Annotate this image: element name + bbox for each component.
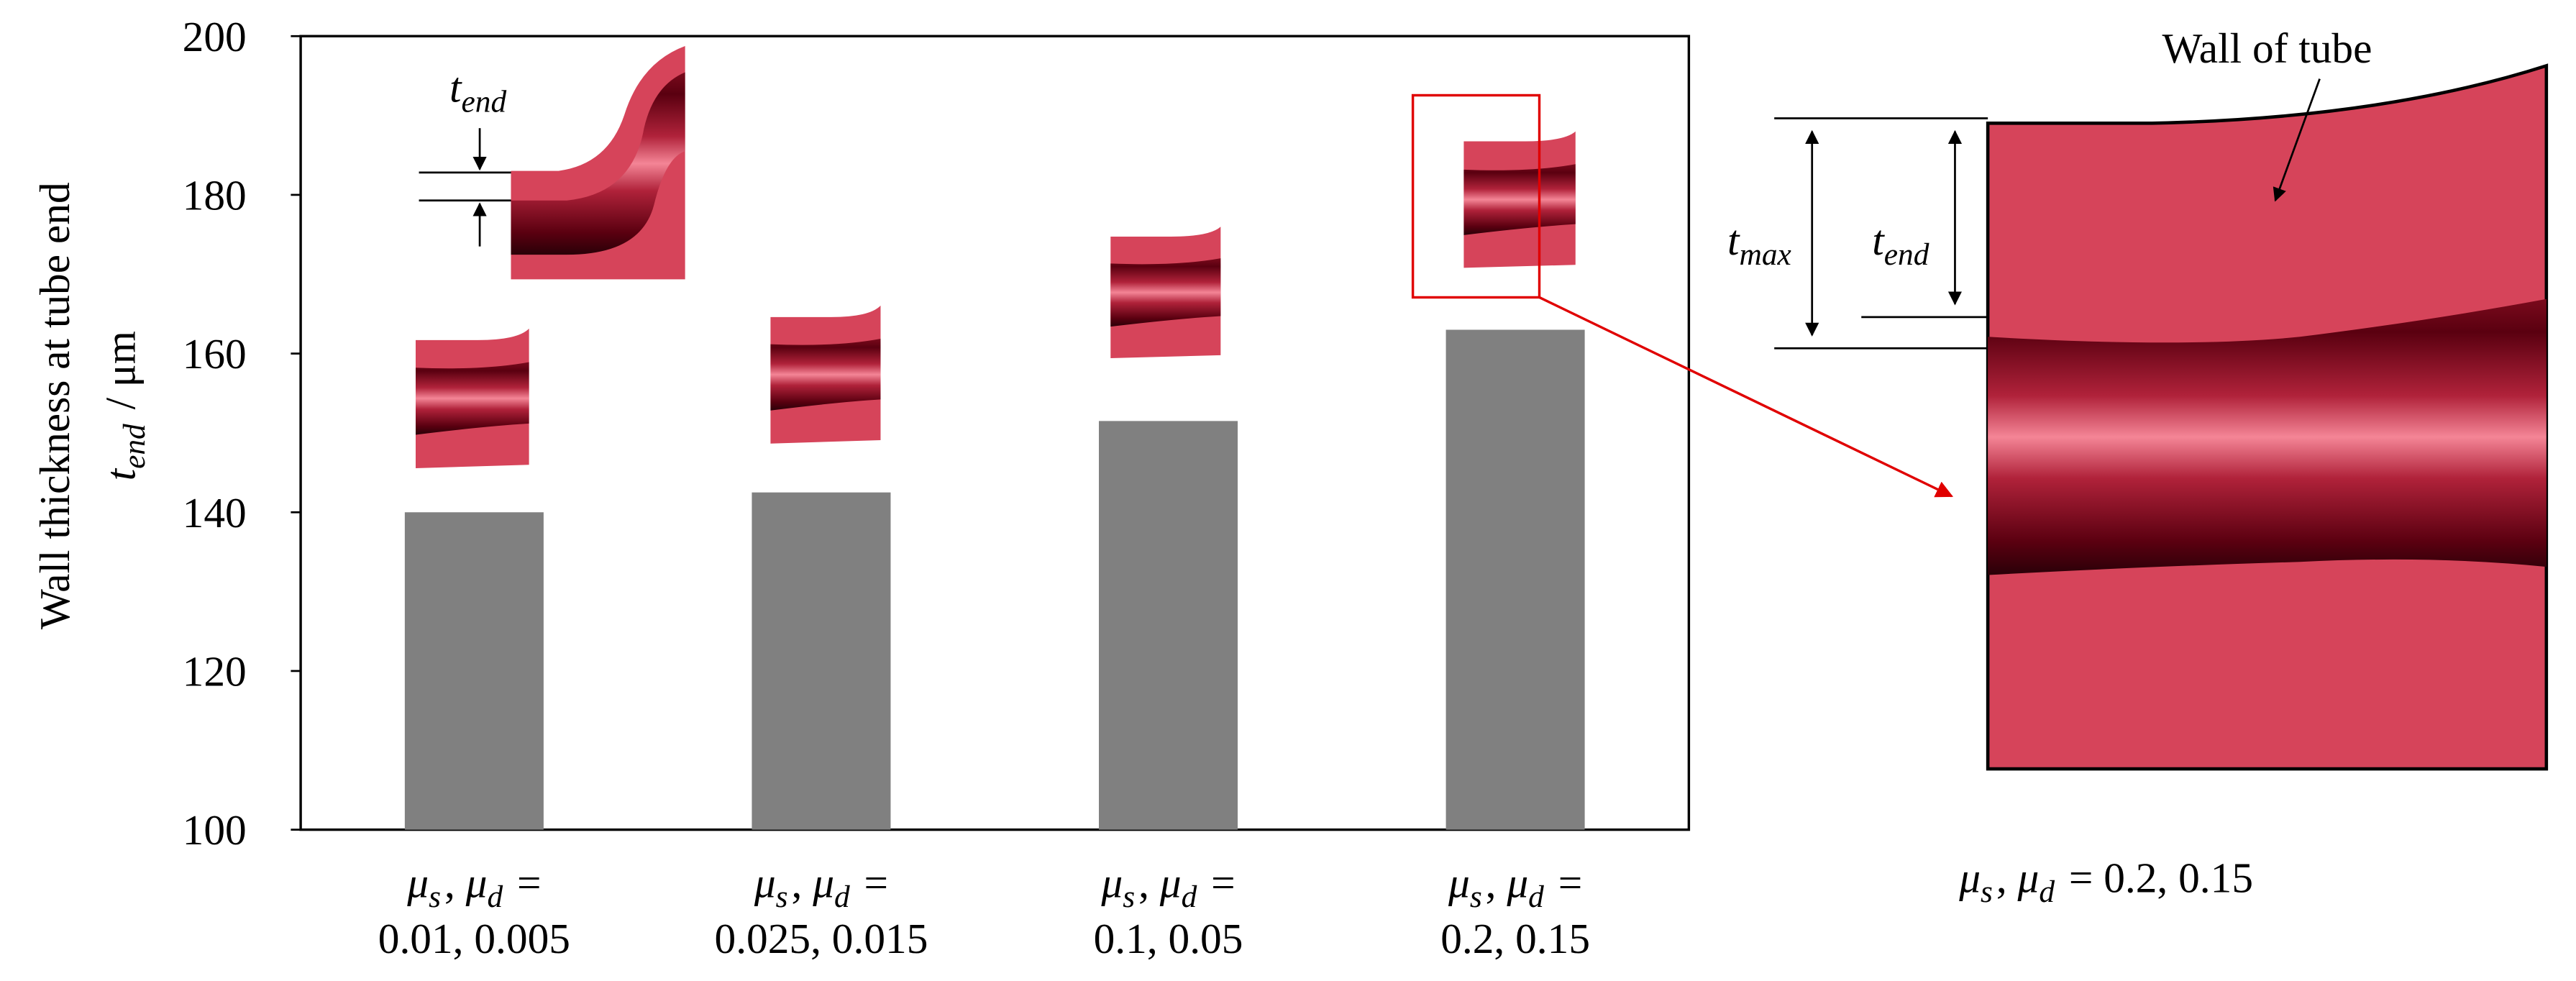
text-span: [1791, 216, 1795, 264]
text-span: s: [776, 880, 788, 914]
text-span: μ: [812, 859, 834, 906]
y-tick-label: 140: [183, 489, 247, 537]
t-end-label: tend: [1872, 216, 1932, 272]
insets: [415, 45, 1576, 469]
bar: [752, 492, 891, 830]
text-span: t: [96, 467, 144, 480]
text-span: [96, 420, 144, 424]
y-axis-label: Wall thickness at tube end: [31, 182, 78, 629]
text-span: ,: [792, 859, 813, 906]
text-span: [506, 64, 510, 111]
text-span: s: [429, 880, 441, 914]
y-tick-label: 120: [183, 647, 247, 695]
text-span: =: [854, 859, 888, 906]
text-span: d: [2039, 875, 2055, 909]
text-span: 0.2, 0.15: [1440, 915, 1590, 962]
text-span: [1929, 216, 1932, 264]
zoom-dimension: [1774, 78, 2321, 350]
text-span: μ: [1506, 859, 1528, 906]
highlight-box: [1411, 93, 1541, 299]
text-span: 0.025, 0.015: [715, 915, 928, 962]
x-tick-label: μs , μd = 0.025, 0.015: [715, 859, 928, 962]
text-span: end: [117, 424, 152, 469]
label-line: 0.025, 0.015: [715, 915, 928, 962]
inset-band: [1463, 164, 1576, 235]
x-tick-label: μs , μd = 0.01, 0.005: [378, 859, 570, 962]
inset-band: [415, 362, 529, 435]
inset-band: [511, 72, 685, 255]
wall-label: Wall of tube: [2162, 24, 2372, 72]
zoom-arrow: [1538, 296, 1954, 498]
text-span: d: [1182, 880, 1197, 914]
text-span: d: [834, 880, 850, 914]
text-span: max: [1740, 237, 1791, 272]
y-axis-label: tend / μm: [96, 331, 152, 480]
label-line: μs , μd =: [754, 859, 888, 914]
text-span: end: [1884, 237, 1929, 272]
label-line: μs , μd =: [406, 859, 541, 914]
text-span: ,: [444, 859, 466, 906]
t-max-label: tmax: [1727, 216, 1795, 272]
inset-band: [770, 338, 881, 411]
label-line: 0.2, 0.15: [1440, 915, 1590, 962]
zoom-view: [1986, 63, 2549, 771]
text-span: μ: [1159, 859, 1182, 906]
y-tick-label: 160: [183, 330, 247, 378]
label-line: μs , μd =: [1100, 859, 1235, 914]
text-span: μ: [406, 859, 429, 906]
text-span: t: [1727, 216, 1740, 264]
text-span: t: [449, 64, 462, 111]
text-span: end: [462, 84, 507, 119]
inset-dimension: [419, 128, 511, 247]
zoom-caption: μs , μd = 0.2, 0.15: [1958, 854, 2253, 909]
y-tick-label: 180: [183, 171, 247, 219]
text-span: s: [1123, 880, 1135, 914]
label-line: 0.01, 0.005: [378, 915, 570, 962]
text-span: s: [1470, 880, 1482, 914]
text-span: 0.1, 0.05: [1094, 915, 1243, 962]
text-span: μ: [754, 859, 776, 906]
bar: [1445, 329, 1585, 830]
text-span: μ: [465, 859, 488, 906]
label-line: 0.1, 0.05: [1094, 915, 1243, 962]
bar: [404, 512, 544, 830]
inset-label: tend: [449, 64, 510, 119]
x-tick-label: μs , μd = 0.1, 0.05: [1094, 859, 1243, 962]
plot-frame: [299, 35, 1691, 831]
text-span: μ: [1958, 854, 1981, 901]
text-span: ,: [1486, 859, 1507, 906]
text-span: =: [506, 859, 541, 906]
text-span: =: [1200, 859, 1235, 906]
y-tick-label: 100: [183, 806, 247, 854]
text-span: d: [487, 880, 503, 914]
text-span: μ: [1100, 859, 1123, 906]
y-tick-label: 200: [183, 13, 247, 60]
text-span: ,: [1996, 854, 2018, 901]
text-span: = 0.2, 0.15: [2058, 854, 2253, 901]
label-line: μs , μd =: [1448, 859, 1582, 914]
inset-band: [1110, 258, 1221, 327]
text-span: ,: [1138, 859, 1160, 906]
text-span: t: [1872, 216, 1885, 264]
text-span: / μm: [96, 331, 144, 420]
text-span: s: [1981, 875, 1993, 909]
bar: [1099, 421, 1238, 830]
text-span: d: [1528, 880, 1544, 914]
text-span: μ: [2017, 854, 2040, 901]
text-span: μ: [1448, 859, 1470, 906]
text-span: 0.01, 0.005: [378, 915, 570, 962]
x-tick-label: μs , μd = 0.2, 0.15: [1440, 859, 1590, 962]
text-span: =: [1548, 859, 1582, 906]
